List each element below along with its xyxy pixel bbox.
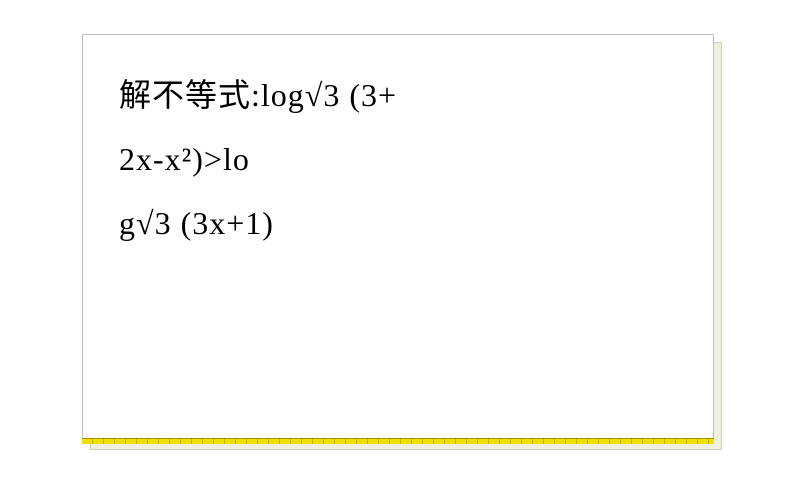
text-line-1: 解不等式:log√3 (3+ — [119, 63, 677, 127]
text-line-3: g√3 (3x+1) — [119, 191, 677, 255]
paper-sheet: 解不等式:log√3 (3+ 2x-x²)>lo g√3 (3x+1) — [82, 34, 714, 442]
text-line-2: 2x-x²)>lo — [119, 127, 677, 191]
ruler-edge — [82, 438, 714, 444]
